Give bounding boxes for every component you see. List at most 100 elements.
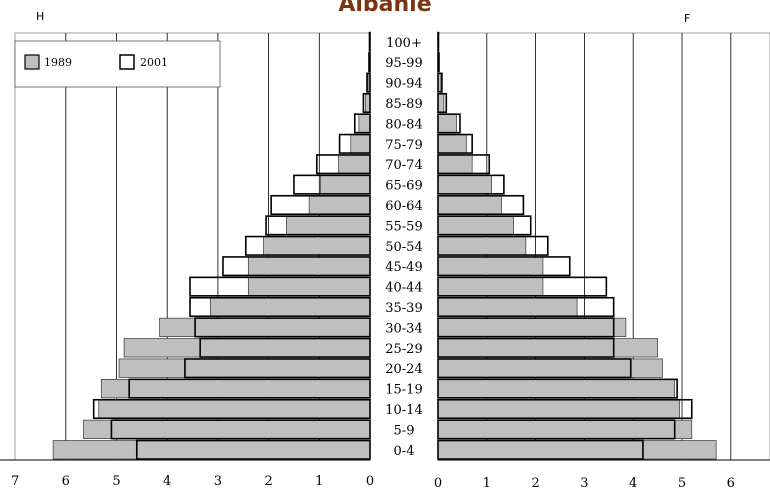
male-axis-ticks: 7 6 5 4 3 2 1 0	[11, 474, 374, 489]
bar-male-1989-25-29	[123, 338, 371, 358]
age-label: 15-19	[385, 383, 422, 398]
bar-male-2001-70-74	[315, 154, 371, 175]
bar-female-1989-15-19	[437, 379, 676, 399]
female-axis-ticks: 0 1 2 3 4 5 6	[434, 476, 735, 491]
bar-female-2001-45-49	[437, 256, 571, 277]
male-tick-label: 7	[11, 474, 19, 489]
bar-female-2001-95-99	[437, 52, 440, 73]
bar-male-2001-20-24	[184, 358, 371, 379]
bar-female-1989-80-84	[437, 113, 457, 134]
bar-male-2001-65-69	[293, 174, 371, 195]
bar-male-1989-35-39	[209, 297, 371, 317]
bar-male-1989-45-49	[247, 256, 371, 276]
age-label: 100+	[386, 36, 422, 51]
legend-label-2001: 2001	[140, 56, 168, 69]
bar-female-1989-5-9	[437, 419, 693, 439]
age-label: 35-39	[385, 301, 422, 316]
bar-male-1989-80-84	[358, 113, 371, 134]
bar-female-2001-85-89	[437, 92, 448, 114]
bar-female-2001-0-4	[437, 439, 644, 460]
bar-male-1989-0-4	[52, 440, 371, 460]
bar-female-1989-40-44	[437, 277, 544, 297]
bar-female-1989-70-74	[437, 154, 473, 174]
bar-male-2001-95-99	[368, 52, 371, 73]
age-label: 30-34	[385, 321, 422, 336]
male-tick-label: 0	[366, 474, 374, 489]
age-label: 55-59	[385, 219, 422, 234]
bar-female-2001-20-24	[437, 358, 632, 379]
age-label: 45-49	[385, 260, 422, 275]
bar-female-1989-65-69	[437, 175, 493, 195]
bar-male-2001-10-14	[92, 398, 371, 420]
age-label: 25-29	[385, 342, 422, 357]
bar-female-1989-85-89	[437, 93, 445, 113]
bar-male-1989-10-14	[98, 399, 371, 419]
age-label: 95-99	[385, 56, 422, 71]
bar-female-2001-65-69	[437, 174, 505, 195]
male-plot	[0, 31, 371, 461]
male-tick-label: 3	[214, 474, 222, 489]
age-label: 60-64	[385, 199, 422, 214]
bar-female-1989-75-79	[437, 134, 467, 154]
bar-male-1989-40-44	[247, 277, 371, 297]
age-label: 10-14	[385, 403, 422, 418]
bar-female-1989-50-54	[437, 236, 527, 256]
bar-male-1989-55-59	[285, 215, 371, 235]
bar-male-2001-100+	[368, 31, 371, 52]
bar-male-1989-20-24	[118, 358, 371, 378]
age-group-labels: 0-4 5-9 10-14 15-19 20-24 25-29 30-34 35-39 40-4…	[385, 36, 422, 459]
age-label: 80-84	[385, 117, 422, 132]
bar-female-2001-35-39	[437, 296, 615, 318]
age-label: 90-94	[385, 77, 422, 92]
male-tick-label: 5	[112, 474, 120, 489]
bar-female-2001-30-34	[437, 317, 615, 338]
bar-male-1989-70-74	[338, 154, 371, 174]
bar-female-2001-5-9	[437, 419, 676, 440]
bar-male-2001-40-44	[189, 276, 371, 297]
bar-female-2001-40-44	[437, 276, 608, 297]
bar-male-1989-60-64	[308, 195, 371, 215]
bar-female-2001-50-54	[437, 235, 549, 256]
bar-female-1989-0-4	[437, 440, 717, 460]
bar-female-2001-15-19	[437, 378, 678, 399]
age-label: 40-44	[385, 281, 422, 296]
legend-swatch-1989	[24, 54, 40, 70]
bar-female-1989-30-34	[437, 317, 627, 337]
female-tick-label: 6	[727, 476, 735, 491]
female-tick-label: 4	[629, 476, 637, 491]
bar-female-1989-45-49	[437, 256, 544, 276]
bar-female-2001-60-64	[437, 194, 525, 216]
bar-female-1989-55-59	[437, 215, 514, 235]
male-tick-label: 2	[264, 474, 272, 489]
bar-female-2001-80-84	[437, 113, 461, 134]
bar-male-2001-85-89	[362, 92, 371, 114]
bar-female-2001-25-29	[437, 337, 615, 358]
bar-male-2001-50-54	[244, 235, 371, 256]
bar-male-2001-75-79	[338, 133, 371, 154]
male-tick-label: 6	[62, 474, 70, 489]
bar-male-2001-60-64	[270, 194, 371, 216]
female-tick-label: 5	[678, 476, 686, 491]
age-label: 50-54	[385, 240, 422, 255]
legend-box	[14, 40, 221, 88]
age-label: 70-74	[385, 158, 422, 173]
bar-female-2001-10-14	[437, 398, 693, 420]
bar-female-2001-55-59	[437, 215, 532, 236]
female-panel-label: F	[684, 12, 690, 25]
age-label: 65-69	[385, 179, 422, 194]
bar-male-2001-30-34	[194, 317, 371, 338]
male-tick-label: 1	[315, 474, 323, 489]
bar-male-2001-45-49	[222, 256, 371, 277]
bar-female-1989-60-64	[437, 195, 502, 215]
age-label: 75-79	[385, 138, 422, 153]
bar-female-1989-20-24	[437, 358, 663, 378]
age-label: 5-9	[394, 423, 415, 438]
female-tick-label: 2	[531, 476, 539, 491]
legend-label-1989: 1989	[44, 56, 72, 69]
age-label: 0-4	[394, 444, 415, 459]
bar-male-2001-80-84	[353, 113, 371, 134]
age-label: 85-89	[385, 97, 422, 112]
bar-female-1989-25-29	[437, 338, 658, 358]
male-panel-label: H	[36, 10, 44, 23]
